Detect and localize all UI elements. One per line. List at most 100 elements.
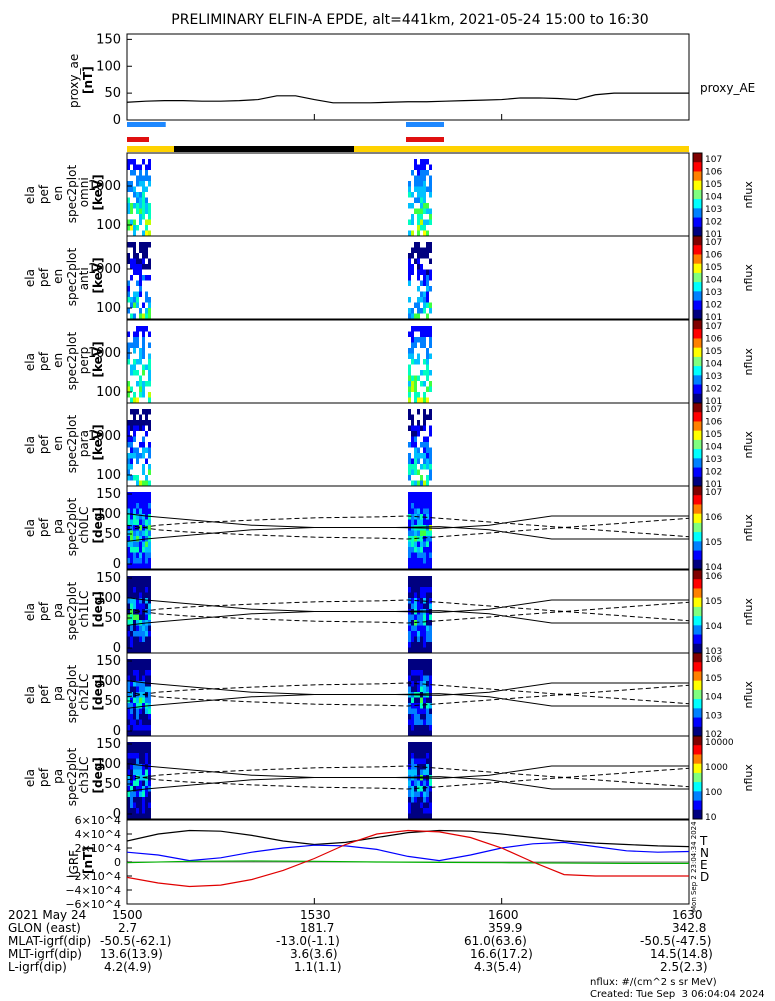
colorbar-segment bbox=[693, 162, 702, 172]
spec-pixel bbox=[145, 631, 148, 637]
colorbar-segment bbox=[693, 254, 702, 265]
spec-pixel bbox=[130, 475, 133, 481]
spec-pixel bbox=[130, 642, 133, 648]
spec-frame bbox=[126, 235, 690, 320]
colorbar-segment bbox=[693, 532, 702, 542]
spec-pixel bbox=[408, 791, 411, 797]
spec-pixel bbox=[133, 659, 136, 665]
spec-pixel bbox=[139, 647, 142, 653]
spec-pixel bbox=[136, 552, 139, 558]
spec-pixel bbox=[127, 536, 130, 542]
spec-pixel bbox=[139, 164, 142, 170]
spec-pixel bbox=[429, 625, 432, 631]
spec-pixel bbox=[414, 603, 417, 609]
spec-pixel bbox=[133, 775, 136, 781]
spec-pixel bbox=[420, 291, 423, 297]
spec-pixel bbox=[417, 659, 420, 665]
spec-pixel bbox=[411, 725, 414, 731]
spec-pixel bbox=[136, 425, 139, 431]
spec-pixel bbox=[130, 620, 133, 626]
spec-pixel bbox=[139, 747, 142, 753]
spec-pixel bbox=[414, 708, 417, 714]
spec-pixel bbox=[142, 230, 145, 236]
spec-pixel bbox=[127, 469, 130, 475]
spec-pixel bbox=[414, 258, 417, 264]
spec-ylabel-line: spec2plot bbox=[65, 665, 79, 724]
ephem-time-1500: 1500 bbox=[112, 908, 143, 922]
spec-pixel bbox=[426, 753, 429, 759]
spec-pixel bbox=[429, 326, 432, 332]
spec-pixel bbox=[142, 264, 145, 270]
spec-pixel bbox=[414, 392, 417, 398]
colorbar-segment bbox=[693, 439, 702, 450]
spec-pixel bbox=[145, 747, 148, 753]
spec-ytick: 50 bbox=[104, 694, 121, 709]
spec-pixel bbox=[429, 503, 432, 509]
spec-pixel bbox=[417, 753, 420, 759]
spec-pixel bbox=[429, 664, 432, 670]
spec-pixel bbox=[130, 692, 133, 698]
spec-pixel bbox=[420, 464, 423, 470]
spec-pixel bbox=[426, 664, 429, 670]
spec-ylabel-line: spec2plot bbox=[65, 582, 79, 641]
spec-pixel bbox=[148, 719, 151, 725]
spec-pixel bbox=[426, 242, 429, 248]
spec-pixel bbox=[429, 536, 432, 542]
spec-pixel bbox=[148, 353, 151, 359]
spec-pixel bbox=[136, 791, 139, 797]
spec-pixel bbox=[133, 258, 136, 264]
spec-ylabel-line: ela bbox=[23, 603, 37, 621]
spec-pixel bbox=[423, 697, 426, 703]
spec-pixel bbox=[136, 813, 139, 819]
spec-pixel bbox=[414, 181, 417, 187]
spec-pixel bbox=[408, 592, 411, 598]
spec-pixel bbox=[411, 230, 414, 236]
spec-pixel bbox=[148, 492, 151, 498]
spec-pixel bbox=[417, 647, 420, 653]
spec-pixel bbox=[133, 348, 136, 354]
spec-pixel bbox=[130, 275, 133, 281]
spec-pixel bbox=[136, 331, 139, 337]
spec-pixel bbox=[420, 686, 423, 692]
spec-pixel bbox=[426, 464, 429, 470]
spec-ylabel-line: en bbox=[51, 269, 65, 284]
colorbar-tick: 106 bbox=[705, 418, 722, 428]
spec-pixel bbox=[420, 326, 423, 332]
spec-pixel bbox=[127, 497, 130, 503]
spec-pixel bbox=[420, 681, 423, 687]
spec-pixel bbox=[417, 359, 420, 365]
spec-pixel bbox=[130, 386, 133, 392]
spec-pixel bbox=[127, 197, 130, 203]
spec-pixel bbox=[145, 647, 148, 653]
spec-pixel bbox=[127, 642, 130, 648]
colorbar-segment bbox=[693, 199, 702, 209]
spec-pixel bbox=[426, 598, 429, 604]
spec-pixel bbox=[408, 353, 411, 359]
colorbar-segment bbox=[693, 570, 702, 580]
spec-ylabel-line: [deg] bbox=[91, 591, 105, 627]
colorbar-tick: 104 bbox=[705, 193, 722, 203]
spec-pixel bbox=[426, 747, 429, 753]
spec-pixel bbox=[145, 175, 148, 181]
spec-pixel bbox=[423, 541, 426, 547]
spec-pixel bbox=[145, 642, 148, 648]
spec-pixel bbox=[411, 675, 414, 681]
spec-pixel bbox=[130, 302, 133, 308]
spec-pixel bbox=[136, 258, 139, 264]
spec-pixel bbox=[420, 786, 423, 792]
spec-pixel bbox=[411, 659, 414, 665]
spec-ylabel-line: spec2plot bbox=[65, 165, 79, 224]
spec-pixel bbox=[139, 375, 142, 381]
spec-pixel bbox=[148, 670, 151, 676]
spec-pixel bbox=[411, 480, 414, 486]
spec-pixel bbox=[130, 587, 133, 593]
spec-pixel bbox=[411, 420, 414, 426]
colorbar-segment bbox=[693, 763, 702, 774]
igrf-line-D bbox=[126, 829, 689, 888]
spec-pixel bbox=[420, 297, 423, 303]
spec-pixel bbox=[423, 458, 426, 464]
spec-pixel bbox=[127, 525, 130, 531]
spec-pixel bbox=[139, 525, 142, 531]
spec-pixel bbox=[133, 620, 136, 626]
spec-ytick: 1000 bbox=[88, 262, 121, 277]
